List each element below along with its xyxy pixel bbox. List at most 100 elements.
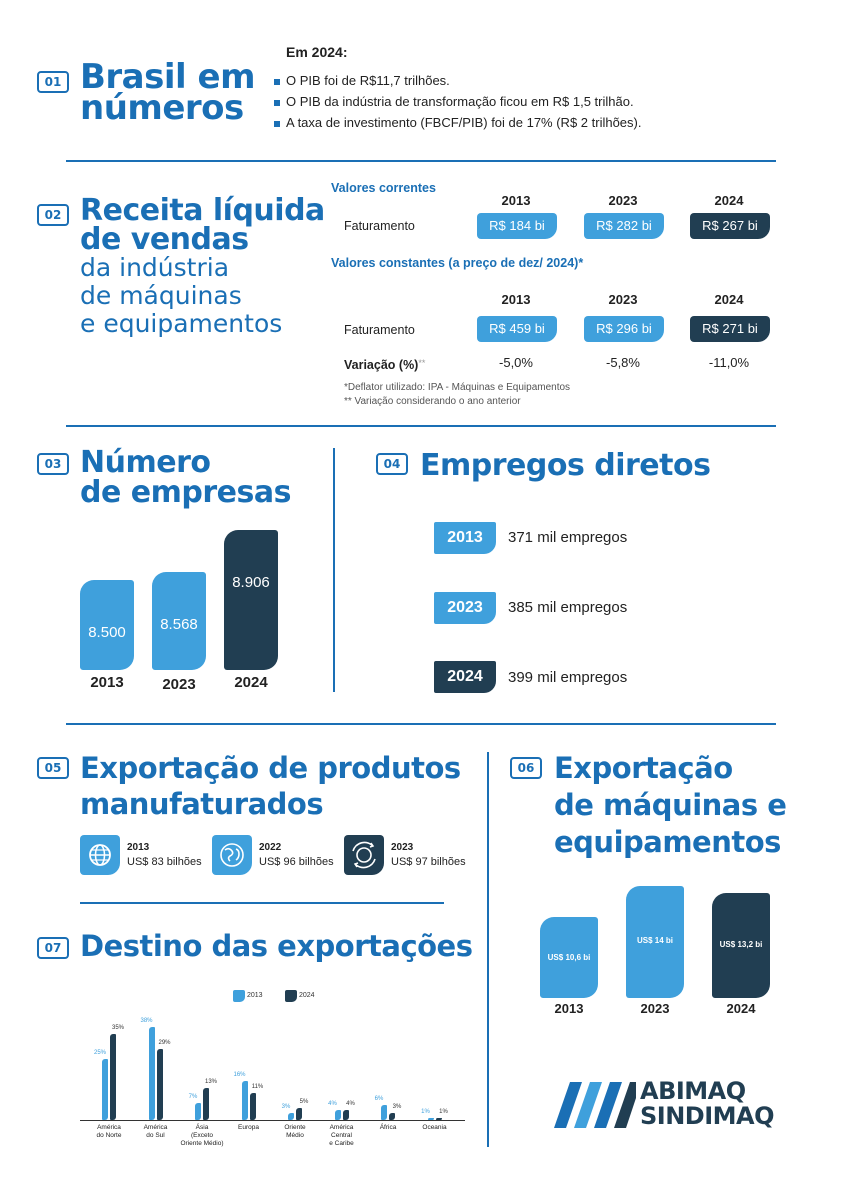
faturamento-label: Faturamento — [344, 219, 415, 233]
destination-category-line: (Exceto — [190, 1132, 214, 1139]
section-03-title: Número de empresas — [80, 448, 291, 508]
destination-category-line: Oriente Médio) — [180, 1140, 224, 1147]
destination-value-label: 4% — [346, 1101, 355, 1108]
jobs-year-tag: 2024 — [434, 661, 496, 693]
destination-bar — [249, 1093, 256, 1120]
section-04-badge: 04 — [376, 453, 408, 475]
x-axis-line — [80, 1120, 465, 1121]
export-year: 2013 — [127, 842, 150, 853]
year-header: 2024 — [714, 292, 744, 307]
section-02-title: Receita líquida de vendas da indústria d… — [80, 196, 325, 338]
abimaq-sindimaq-logo: ABIMAQ SINDIMAQ — [552, 1078, 782, 1130]
section-06-badge: 06 — [510, 757, 542, 779]
export-value: US$ 97 bilhões — [391, 856, 466, 868]
destination-category-label: Ásia (Exceto Oriente Médio) — [172, 1124, 232, 1148]
jobs-value: 385 mil empregos — [508, 599, 628, 616]
export-year: 2022 — [259, 842, 282, 853]
machinery-value-label: US$ 13,2 bi — [719, 940, 763, 950]
companies-bar — [224, 530, 278, 670]
jobs-value: 399 mil empregos — [508, 669, 628, 686]
destination-value-label: 3% — [392, 1103, 402, 1110]
destination-value-label: 6% — [374, 1096, 384, 1103]
globe-icon — [80, 835, 120, 875]
export-item: 2022 US$ 96 bilhões — [212, 835, 342, 875]
destination-category-line: Ásia — [195, 1124, 209, 1131]
variacao-value: -11,0% — [708, 355, 750, 370]
globe-arrows-icon — [344, 835, 384, 875]
faturamento-label: Faturamento — [344, 323, 415, 337]
machinery-export-chart: US$ 10,6 bi 2013 US$ 14 bi 2023 US$ 13,2 bi 2… — [530, 880, 780, 1020]
destination-category-line: e Caribe — [329, 1140, 354, 1147]
section-06-title-line3: equipamentos — [554, 825, 781, 859]
destination-value-label: 11% — [251, 1084, 264, 1091]
machinery-value-label: US$ 14 bi — [636, 936, 673, 946]
section-02-badge: 02 — [37, 204, 69, 226]
variacao-value: -5,0% — [499, 355, 533, 370]
section-01-title-line2: números — [80, 88, 244, 128]
destination-chart: 2013 2024 25% 35% América do Norte 38% 29% Améri… — [80, 985, 470, 1155]
legend-label: 2013 — [247, 992, 263, 999]
section-02-title-line1: Receita líquida — [80, 193, 325, 228]
bullet-square-icon — [274, 78, 280, 85]
section-04-title: Empregos diretos — [420, 448, 711, 483]
destination-bar — [148, 1026, 155, 1120]
year-header: 2024 — [714, 193, 744, 208]
destination-category-line: África — [379, 1124, 397, 1131]
bullet-item: A taxa de investimento (FBCF/PIB) foi de… — [274, 112, 641, 133]
divider — [66, 160, 776, 162]
destination-category-line: do Norte — [96, 1132, 122, 1139]
destination-value-label: 5% — [299, 1098, 309, 1105]
section-06-title-line1: Exportação — [554, 751, 733, 785]
destination-bar — [342, 1110, 349, 1120]
destination-bar — [435, 1117, 442, 1120]
destination-bar — [110, 1034, 116, 1120]
destination-value-label: 3% — [281, 1103, 291, 1110]
destination-category-line: do Sul — [146, 1132, 165, 1139]
destination-category-line: Médio — [286, 1132, 304, 1139]
destination-bar — [381, 1105, 387, 1120]
section-07-badge: 07 — [37, 937, 69, 959]
constant-values-label: Valores constantes (a preço de dez/ 2024… — [331, 256, 584, 270]
machinery-year-label: 2024 — [726, 1001, 756, 1016]
section-03-title-line1: Número — [80, 445, 211, 480]
destination-value-label: 1% — [421, 1108, 430, 1115]
machinery-bar — [540, 916, 598, 998]
destination-category-line: Central — [331, 1132, 352, 1139]
section-06-title-line2: de máquinas e — [554, 788, 787, 822]
footnote-2: ** Variação considerando o ano anterior — [344, 396, 521, 407]
destination-bar — [296, 1107, 302, 1120]
destination-value-label: 1% — [439, 1108, 448, 1115]
companies-year-label: 2024 — [234, 674, 268, 691]
section-07-title: Destino das exportações — [80, 929, 473, 963]
export-item: 2023 US$ 97 bilhões — [344, 835, 474, 875]
machinery-year-label: 2023 — [640, 1001, 670, 1016]
section-02-subtitle-line2: de máquinas — [80, 281, 242, 310]
bullet-item: O PIB da indústria de transformação fico… — [274, 91, 641, 112]
destination-category-label: América do Norte — [79, 1124, 139, 1140]
destination-category-line: América — [97, 1124, 121, 1131]
section-01-title-line1: Brasil em — [80, 57, 256, 97]
machinery-bar — [626, 886, 684, 998]
destination-category-line: Europa — [238, 1124, 259, 1131]
section-01-intro: Em 2024: — [286, 44, 348, 60]
destination-value-label: 13% — [204, 1079, 217, 1086]
export-year: 2023 — [391, 842, 414, 853]
jobs-year-tag: 2023 — [434, 592, 496, 624]
destination-bar — [427, 1117, 434, 1120]
footnote-1: *Deflator utilizado: IPA - Máquinas e Eq… — [344, 382, 571, 393]
destination-category-label: Oceania — [405, 1124, 465, 1132]
current-value-pill: R$ 184 bi — [477, 213, 557, 239]
section-01-title: Brasil em números — [80, 57, 256, 128]
variacao-label: Variação (%)** — [344, 358, 426, 372]
divider — [66, 425, 776, 427]
abimaq-logo-mark-icon — [554, 1082, 636, 1128]
destination-category-label: Oriente Médio — [265, 1124, 325, 1140]
constant-value-pill: R$ 459 bi — [477, 316, 557, 342]
destination-value-label: 16% — [233, 1071, 246, 1078]
companies-bar — [80, 580, 134, 670]
destination-value-label: 38% — [140, 1017, 153, 1024]
year-header: 2013 — [501, 292, 531, 307]
destination-value-label: 7% — [188, 1093, 198, 1100]
destination-category-label: África — [358, 1124, 418, 1132]
bullet-square-icon — [274, 120, 280, 127]
